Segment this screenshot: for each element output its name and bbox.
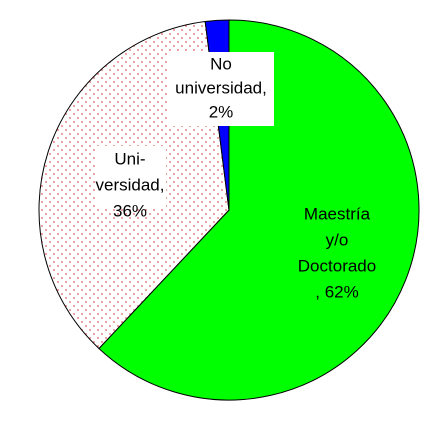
data-label: universidad,	[175, 78, 267, 97]
data-label: Uni-	[114, 149, 145, 168]
data-label: 36%	[113, 201, 147, 220]
data-label: versidad,	[96, 175, 165, 194]
data-label: , 62%	[315, 282, 358, 301]
data-label: y/o	[326, 230, 349, 249]
label-box	[96, 146, 166, 208]
data-label: Doctorado	[298, 256, 376, 275]
data-label: 2%	[209, 102, 234, 121]
data-label: Maestría	[304, 204, 371, 223]
label-box	[168, 52, 274, 126]
pie-slice	[98, 19, 420, 401]
data-label: No	[210, 54, 232, 73]
